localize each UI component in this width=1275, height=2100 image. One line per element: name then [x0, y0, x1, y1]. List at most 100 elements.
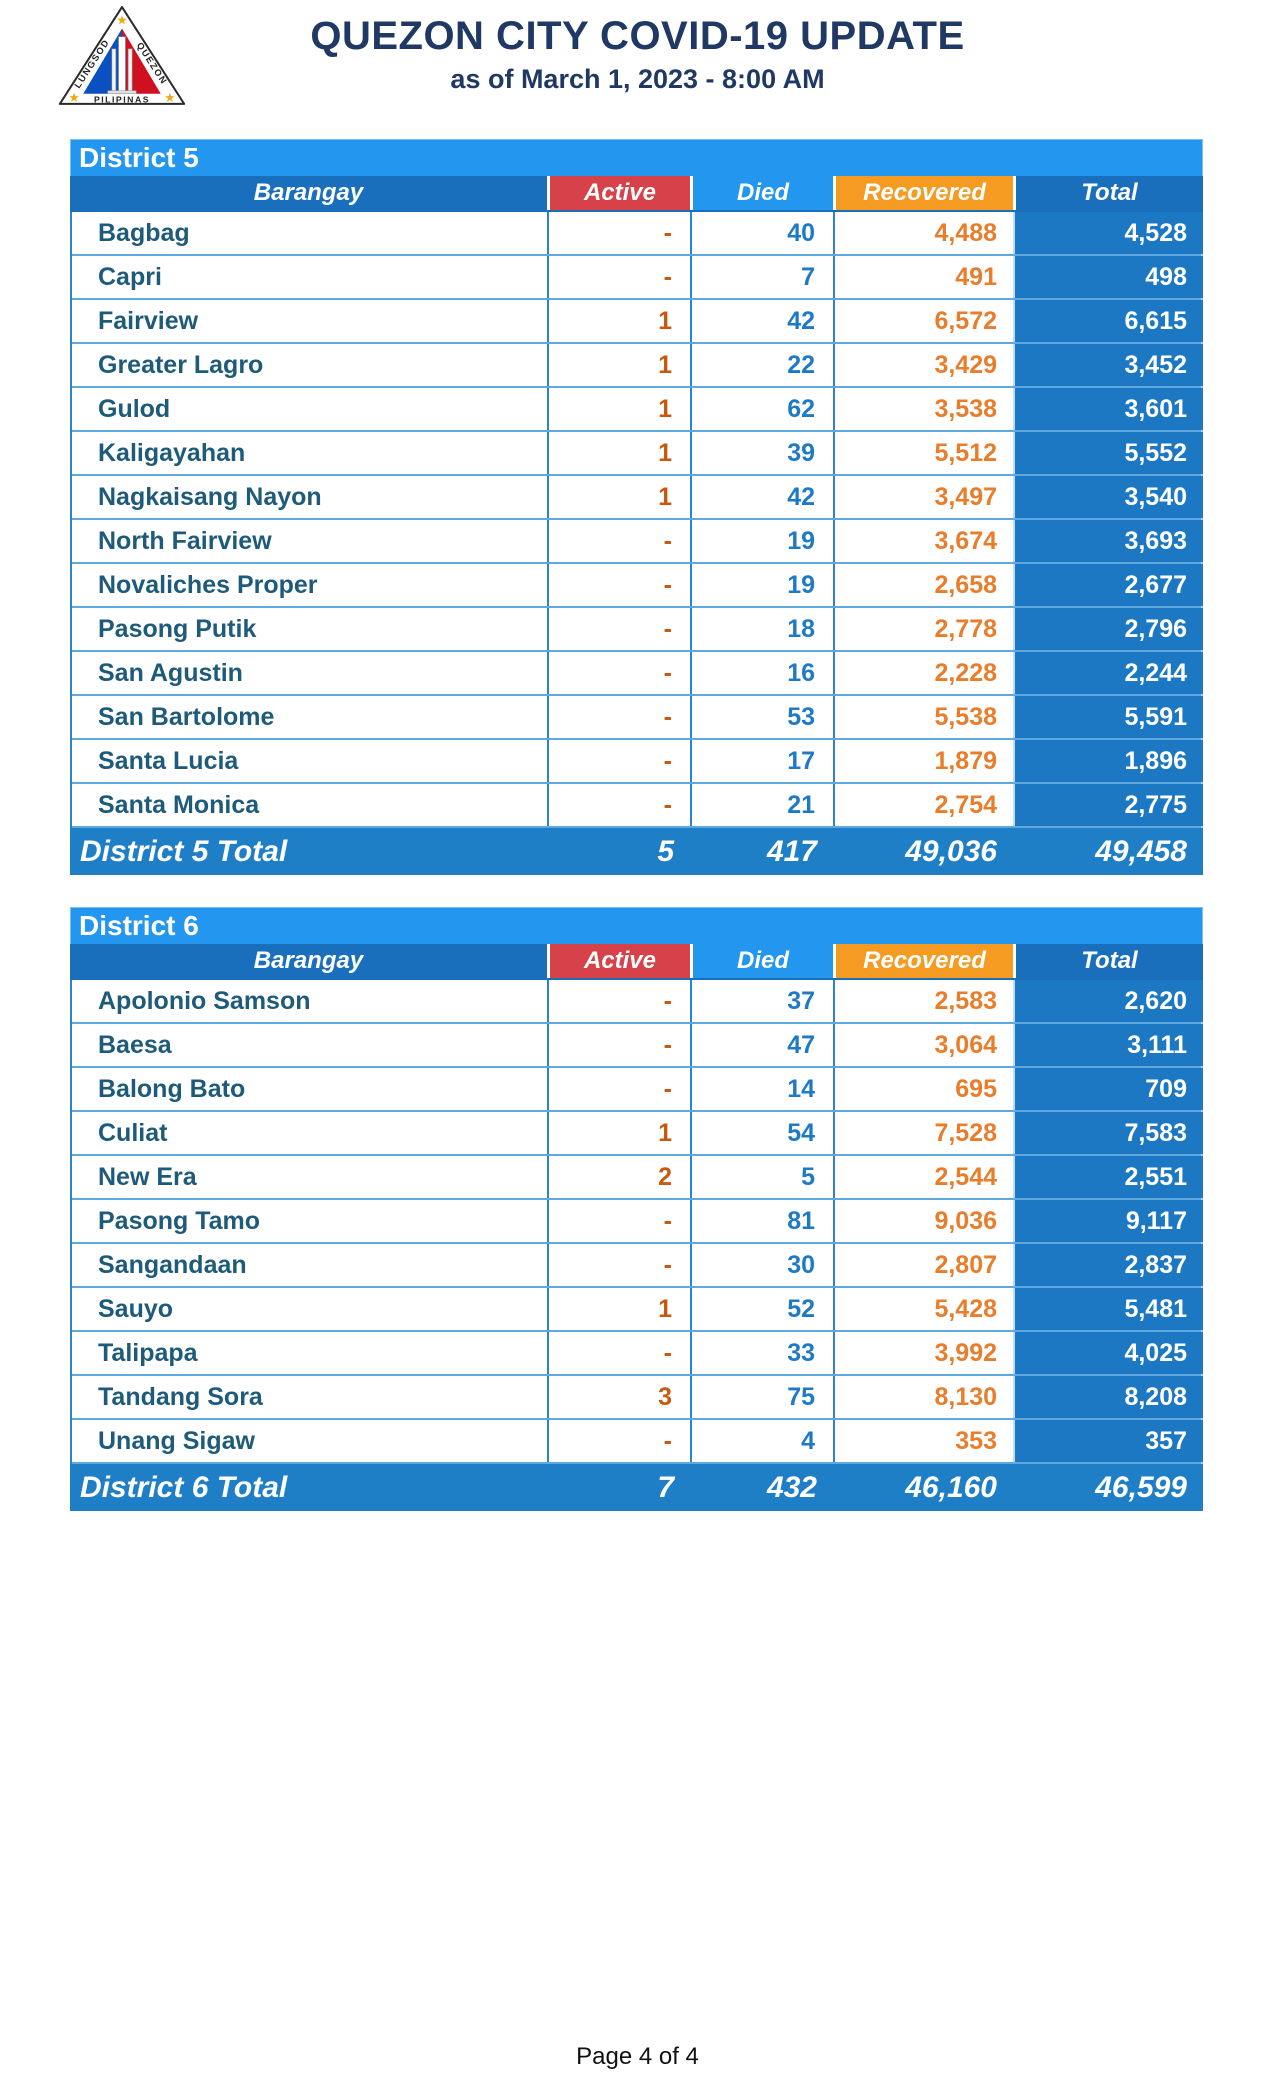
table-row: Talipapa -33 3,992 4,025 [72, 1332, 1203, 1376]
cell-total: 498 [1013, 256, 1203, 298]
memorial-tower-base [107, 90, 137, 94]
cell-recovered: 4,488 [833, 212, 1013, 254]
cell-died: 42 [690, 476, 833, 518]
district-6-header-row: Barangay Active Died Recovered Total [70, 944, 1203, 980]
cell-active: - [547, 980, 690, 1022]
district-5-title-bar: District 5 [70, 139, 1203, 176]
cell-name: San Agustin [98, 658, 243, 687]
table-row: Santa Monica -21 2,754 2,775 [72, 784, 1203, 828]
cell-recovered: 491 [833, 256, 1013, 298]
cell-active: - [547, 1420, 690, 1462]
cell-recovered: 3,429 [833, 344, 1013, 386]
table-row: Baesa -47 3,064 3,111 [72, 1024, 1203, 1068]
cell-active: 1 [547, 432, 690, 474]
cell-total: 3,111 [1013, 1024, 1203, 1066]
cell-name: Santa Monica [98, 790, 260, 819]
table-row: Bagbag -40 4,488 4,528 [72, 212, 1203, 256]
cell-name: Pasong Tamo [98, 1206, 261, 1235]
cell-name: Apolonio Samson [98, 986, 311, 1015]
total-died-value: 417 [766, 834, 817, 868]
table-row: Greater Lagro 1 22 3,429 3,452 [72, 344, 1203, 388]
cell-total: 709 [1013, 1068, 1203, 1110]
cell-recovered: 3,674 [833, 520, 1013, 562]
cell-active: - [547, 256, 690, 298]
cell-total: 3,601 [1013, 388, 1203, 430]
cell-died: 75 [690, 1376, 833, 1418]
cell-name: Balong Bato [98, 1074, 246, 1103]
cell-name: San Bartolome [98, 702, 275, 731]
cell-name: Sauyo [98, 1294, 174, 1323]
cell-died: 22 [690, 344, 833, 386]
table-row: Fairview 1 42 6,572 6,615 [72, 300, 1203, 344]
cell-recovered: 2,658 [833, 564, 1013, 606]
cell-died: 4 [690, 1420, 833, 1462]
page-title: QUEZON CITY COVID-19 UPDATE [310, 14, 965, 58]
cell-total: 6,615 [1013, 300, 1203, 342]
cell-died: 21 [690, 784, 833, 826]
cell-total: 5,481 [1013, 1288, 1203, 1330]
cell-recovered: 5,538 [833, 696, 1013, 738]
cell-active: - [547, 1024, 690, 1066]
table-row: San Agustin -16 2,228 2,244 [72, 652, 1203, 696]
cell-died: 40 [690, 212, 833, 254]
cell-active: - [547, 784, 690, 826]
column-header-recovered: Recovered [833, 176, 1013, 210]
cell-recovered: 2,544 [833, 1156, 1013, 1198]
cell-died: 19 [690, 564, 833, 606]
table-row: Capri -7 491 498 [72, 256, 1203, 300]
cell-total: 2,775 [1013, 784, 1203, 826]
column-header-total: Total [1013, 944, 1203, 978]
cell-recovered: 1,879 [833, 740, 1013, 782]
cell-total: 9,117 [1013, 1200, 1203, 1242]
cell-name: Fairview [98, 306, 199, 335]
cell-total: 2,796 [1013, 608, 1203, 650]
total-recovered-value: 49,036 [905, 834, 997, 868]
cell-name: Nagkaisang Nayon [98, 482, 322, 511]
quezon-city-seal-icon: LUNGSOD QUEZON PILIPINAS [58, 6, 186, 105]
district-5-body: Bagbag -40 4,488 4,528 Capri -7 491 498 Fairview… [70, 212, 1203, 828]
page-header: LUNGSOD QUEZON PILIPINAS QUEZON CITY COV… [0, 0, 1275, 130]
cell-recovered: 5,428 [833, 1288, 1013, 1330]
cell-died: 16 [690, 652, 833, 694]
column-header-recovered: Recovered [833, 944, 1013, 978]
total-total-value: 46,599 [1095, 1470, 1187, 1504]
cell-recovered: 3,497 [833, 476, 1013, 518]
cell-total: 3,452 [1013, 344, 1203, 386]
cell-name: Santa Lucia [98, 746, 239, 775]
cell-name: Novaliches Proper [98, 570, 318, 599]
cell-active: - [547, 520, 690, 562]
cell-total: 3,540 [1013, 476, 1203, 518]
cell-active: - [547, 652, 690, 694]
table-row: Apolonio Samson -37 2,583 2,620 [72, 980, 1203, 1024]
cell-active: 1 [547, 1112, 690, 1154]
column-header-barangay: Barangay [70, 944, 547, 978]
cell-recovered: 695 [833, 1068, 1013, 1110]
cell-name: Gulod [98, 394, 171, 423]
cell-active: - [547, 1068, 690, 1110]
district-6-body: Apolonio Samson -37 2,583 2,620 Baesa -47 3,06… [70, 980, 1203, 1464]
cell-died: 37 [690, 980, 833, 1022]
cell-total: 4,025 [1013, 1332, 1203, 1374]
cell-name: Bagbag [98, 218, 190, 247]
table-row: Culiat 1 54 7,528 7,583 [72, 1112, 1203, 1156]
cell-died: 30 [690, 1244, 833, 1286]
column-header-active: Active [547, 176, 690, 210]
table-row: Sangandaan -30 2,807 2,837 [72, 1244, 1203, 1288]
cell-total: 2,677 [1013, 564, 1203, 606]
district-6-title-bar: District 6 [70, 907, 1203, 944]
cell-died: 39 [690, 432, 833, 474]
cell-total: 2,244 [1013, 652, 1203, 694]
cell-active: 3 [547, 1376, 690, 1418]
table-row: North Fairview -19 3,674 3,693 [72, 520, 1203, 564]
table-row: Sauyo 1 52 5,428 5,481 [72, 1288, 1203, 1332]
district-6-table: District 6 Barangay Active Died Recovere… [70, 907, 1203, 1511]
cell-active: - [547, 1200, 690, 1242]
cell-active: 1 [547, 476, 690, 518]
cell-total: 357 [1013, 1420, 1203, 1462]
table-row: San Bartolome -53 5,538 5,591 [72, 696, 1203, 740]
cell-recovered: 9,036 [833, 1200, 1013, 1242]
cell-active: - [547, 564, 690, 606]
table-row: Kaligayahan 1 39 5,512 5,552 [72, 432, 1203, 476]
cell-died: 47 [690, 1024, 833, 1066]
table-row: New Era 2 5 2,544 2,551 [72, 1156, 1203, 1200]
